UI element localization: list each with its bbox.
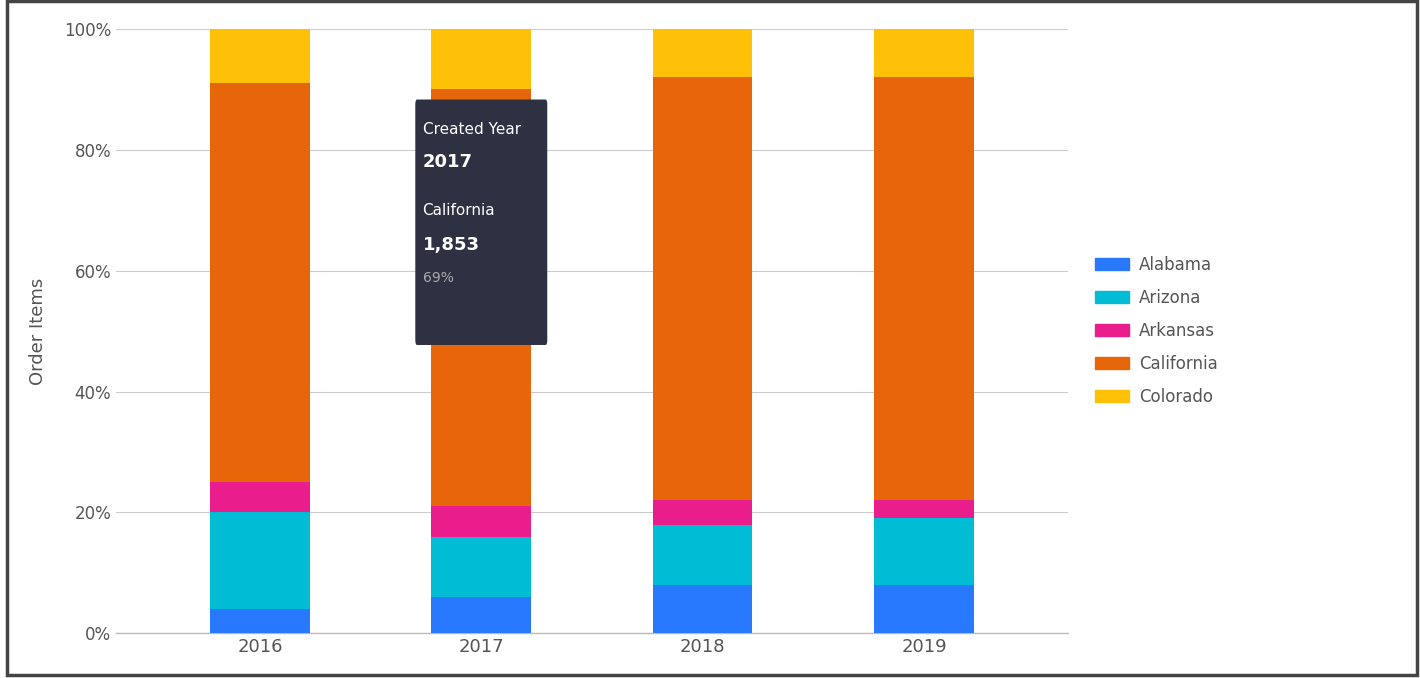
Bar	[210, 513, 310, 609]
Text: 1,853: 1,853	[423, 236, 480, 254]
Bar	[210, 28, 310, 83]
FancyBboxPatch shape	[415, 100, 547, 345]
Bar	[653, 77, 753, 500]
Bar	[875, 500, 974, 519]
Legend: Alabama, Arizona, Arkansas, California, Colorado: Alabama, Arizona, Arkansas, California, …	[1095, 256, 1217, 406]
Bar	[432, 536, 531, 597]
Bar	[210, 609, 310, 633]
Bar	[875, 519, 974, 585]
Bar	[653, 525, 753, 585]
Text: 69%: 69%	[423, 271, 453, 285]
Bar	[210, 83, 310, 482]
Bar	[432, 597, 531, 633]
Bar	[210, 482, 310, 513]
Bar	[432, 89, 531, 506]
Y-axis label: Order Items: Order Items	[30, 277, 47, 384]
Bar	[653, 28, 753, 77]
Text: Created Year: Created Year	[423, 123, 521, 138]
Bar	[875, 28, 974, 77]
Text: 2017: 2017	[423, 153, 473, 171]
Bar	[875, 585, 974, 633]
Bar	[653, 500, 753, 525]
Text: California: California	[423, 203, 496, 218]
Bar	[653, 585, 753, 633]
Bar	[432, 506, 531, 536]
Bar	[875, 77, 974, 500]
Bar	[432, 28, 531, 89]
